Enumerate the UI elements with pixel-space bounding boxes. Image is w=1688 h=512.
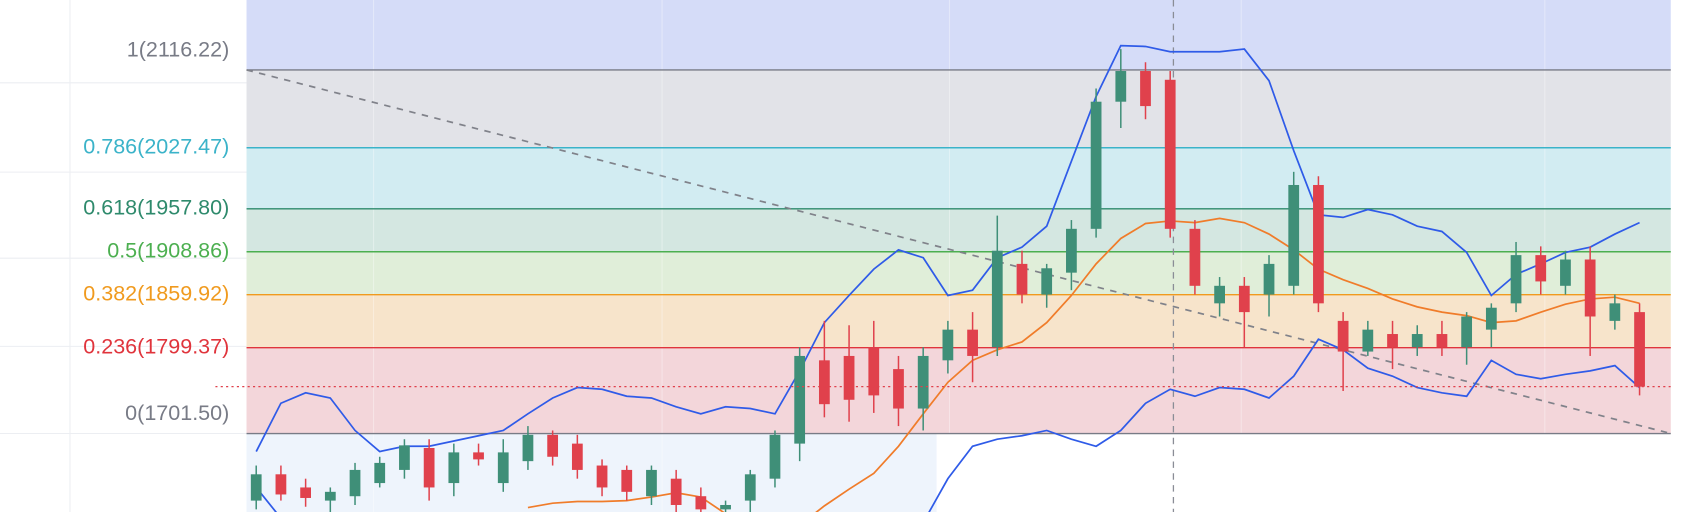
fib-level-label: 0.618(1957.80) [83, 196, 229, 220]
fib-zone [246, 347, 1671, 434]
fib-zone [246, 147, 1671, 209]
candle-body [967, 329, 978, 356]
candle-body [423, 448, 435, 488]
candle-body [670, 478, 682, 505]
candle-body [596, 465, 608, 488]
candle-body [1090, 101, 1102, 229]
candle-body [893, 369, 904, 409]
candle-body [1288, 184, 1300, 286]
candle-body [1238, 285, 1250, 313]
candle-body [1041, 268, 1053, 295]
candle-body [744, 474, 756, 501]
candle-body [1164, 79, 1176, 229]
fib-level-label: 0.5(1908.86) [107, 238, 229, 262]
fib-labels: 1(2116.22) 0.786(2027.47) 0.618(1957.80) 0.… [83, 37, 229, 425]
candle-body [1214, 285, 1225, 304]
candle-body [1313, 184, 1324, 304]
fib-level-label: 0(1701.50) [125, 401, 229, 425]
candle-body [1140, 71, 1151, 107]
fib-level-label: 0.786(2027.47) [83, 134, 229, 158]
candle-body [1510, 255, 1522, 304]
candle-body [1337, 320, 1349, 352]
fib-zone [246, 433, 937, 512]
candle-body [275, 474, 287, 495]
fib-zone [246, 69, 1671, 148]
candle-body [818, 360, 830, 405]
candle-body [942, 329, 954, 361]
candle-body [991, 250, 1003, 348]
candle-body [1263, 263, 1275, 295]
candle-body [720, 504, 731, 510]
grid [0, 0, 247, 512]
fib-levels [246, 69, 1671, 435]
candle-body [868, 347, 880, 396]
candle-body [1016, 263, 1028, 295]
candle-body [1411, 334, 1423, 348]
candle-body [1461, 316, 1473, 348]
candle-body [374, 462, 386, 484]
candle-body [324, 491, 336, 501]
candle-body [794, 355, 806, 444]
fib-zones [246, 0, 1671, 512]
candle-body [621, 469, 633, 492]
candle-body [399, 445, 410, 470]
candle-body [1485, 307, 1497, 330]
candle-body [1362, 329, 1374, 352]
indicator-line [527, 217, 1640, 512]
candle-body [1584, 259, 1596, 317]
candle-body [349, 469, 361, 497]
candle-body [1189, 228, 1201, 286]
candle-body [1066, 228, 1077, 273]
indicator-line [255, 338, 1641, 512]
fib-level-label: 0.382(1859.92) [83, 281, 229, 305]
candle-body [473, 452, 484, 460]
candle-body [522, 434, 534, 462]
indicator-line [255, 44, 1640, 453]
candle-body [1634, 312, 1645, 387]
candle-body [547, 434, 559, 457]
candle-body [250, 474, 262, 501]
fib-level-label: 1(2116.22) [127, 37, 230, 61]
fib-zone [246, 251, 1671, 295]
candle-body [1609, 303, 1621, 321]
candle-body [1436, 334, 1448, 348]
fib-zone [246, 294, 1671, 348]
candle-body [497, 452, 509, 484]
candle-body [646, 469, 657, 497]
candle-body [1535, 255, 1547, 282]
candle-body [448, 452, 460, 484]
candle-body [769, 434, 781, 479]
zone-above [246, 0, 1671, 70]
plot [215, 44, 1671, 512]
candle-body [1560, 259, 1571, 286]
candle-body [1115, 71, 1127, 102]
fib-level-label: 0.236(1799.37) [83, 334, 229, 358]
candle-body [695, 496, 707, 510]
candle-body [843, 355, 855, 400]
candle-body [571, 443, 583, 470]
candle-body [300, 487, 312, 498]
candle-body [1387, 334, 1398, 348]
candle-body [917, 355, 929, 409]
